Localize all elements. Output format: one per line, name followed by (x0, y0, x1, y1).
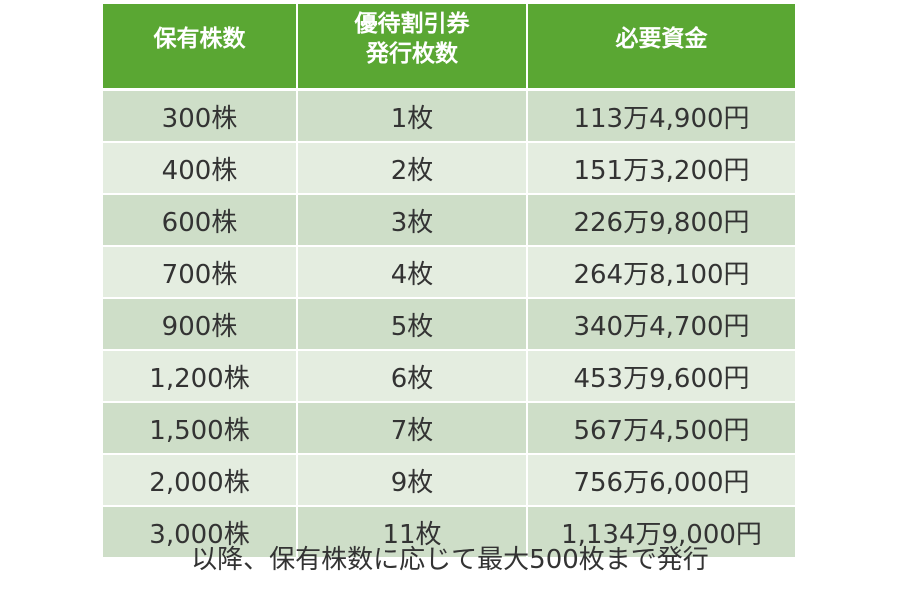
cell-coupons: 4枚 (296, 247, 526, 297)
table-row: 1,500株 7枚 567万4,500円 (103, 403, 795, 453)
table-header-row: 保有株数 優待割引券 発行枚数 必要資金 (103, 4, 795, 88)
cell-shares: 900株 (103, 299, 296, 349)
cell-coupons: 2枚 (296, 143, 526, 193)
cell-shares: 600株 (103, 195, 296, 245)
cell-funds: 264万8,100円 (526, 247, 795, 297)
table-row: 2,000株 9枚 756万6,000円 (103, 455, 795, 505)
cell-shares: 1,500株 (103, 403, 296, 453)
cell-shares: 700株 (103, 247, 296, 297)
table-row: 600株 3枚 226万9,800円 (103, 195, 795, 245)
cell-coupons: 6枚 (296, 351, 526, 401)
cell-funds: 151万3,200円 (526, 143, 795, 193)
table-row: 300株 1枚 113万4,900円 (103, 91, 795, 141)
table-row: 1,200株 6枚 453万9,600円 (103, 351, 795, 401)
cell-coupons: 1枚 (296, 91, 526, 141)
cell-shares: 2,000株 (103, 455, 296, 505)
cell-funds: 756万6,000円 (526, 455, 795, 505)
cell-coupons: 9枚 (296, 455, 526, 505)
header-shares-held: 保有株数 (103, 4, 296, 88)
header-coupons-issued: 優待割引券 発行枚数 (296, 4, 526, 88)
cell-funds: 567万4,500円 (526, 403, 795, 453)
header-required-funds: 必要資金 (526, 4, 795, 88)
cell-funds: 113万4,900円 (526, 91, 795, 141)
cell-coupons: 5枚 (296, 299, 526, 349)
cell-coupons: 7枚 (296, 403, 526, 453)
cell-funds: 340万4,700円 (526, 299, 795, 349)
cell-coupons: 3枚 (296, 195, 526, 245)
cell-shares: 400株 (103, 143, 296, 193)
table-row: 400株 2枚 151万3,200円 (103, 143, 795, 193)
table-row: 700株 4枚 264万8,100円 (103, 247, 795, 297)
table-row: 900株 5枚 340万4,700円 (103, 299, 795, 349)
shares-table: 保有株数 優待割引券 発行枚数 必要資金 300株 1枚 113万4,900円 … (103, 4, 795, 559)
cell-shares: 1,200株 (103, 351, 296, 401)
footnote: 以降、保有株数に応じて最大500枚まで発行 (0, 540, 900, 580)
cell-shares: 300株 (103, 91, 296, 141)
cell-funds: 453万9,600円 (526, 351, 795, 401)
cell-funds: 226万9,800円 (526, 195, 795, 245)
